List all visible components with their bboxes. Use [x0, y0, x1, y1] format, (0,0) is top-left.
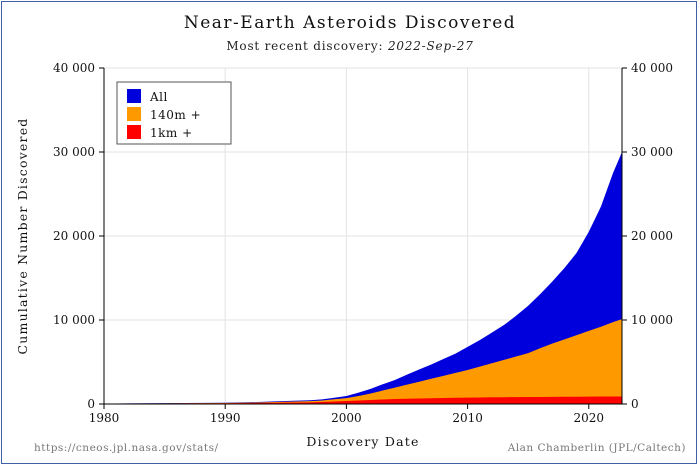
x-tick-label: 2010 — [452, 411, 483, 425]
legend-label: All — [149, 90, 168, 104]
y-tick-label-left: 0 — [87, 397, 95, 411]
y-axis-title: Cumulative Number Discovered — [15, 117, 30, 354]
chart-title: Near-Earth Asteroids Discovered — [184, 13, 516, 33]
y-tick-label-left: 40 000 — [53, 61, 95, 75]
y-tick-label-right: 40 000 — [631, 61, 673, 75]
series-area-1 — [104, 319, 622, 404]
chart-subtitle: Most recent discovery: 2022-Sep-27 — [226, 39, 473, 53]
y-tick-label-right: 10 000 — [631, 313, 673, 327]
x-tick-label: 1990 — [210, 411, 241, 425]
series-area-0 — [104, 152, 622, 404]
x-axis-title: Discovery Date — [306, 434, 419, 449]
y-tick-label-right: 0 — [631, 397, 639, 411]
y-tick-label-left: 30 000 — [53, 145, 95, 159]
subtitle-prefix: Most recent discovery: — [226, 39, 388, 53]
series-area-2 — [104, 396, 622, 404]
footer-credit: Alan Chamberlin (JPL/Caltech) — [507, 442, 686, 454]
data-areas — [104, 152, 622, 404]
legend-label: 1km + — [150, 126, 193, 140]
tick-marks: 1980 1990 2000 2010 2020 0 0 10 000 10 000 20 000… — [53, 61, 673, 425]
y-tick-label-left: 20 000 — [53, 229, 95, 243]
y-tick-label-right: 30 000 — [631, 145, 673, 159]
x-tick-label: 1980 — [89, 411, 120, 425]
y-tick-label-left: 10 000 — [53, 313, 95, 327]
y-tick-label-right: 20 000 — [631, 229, 673, 243]
footer-source-url: https://cneos.jpl.nasa.gov/stats/ — [34, 442, 219, 454]
legend-swatch — [127, 89, 141, 103]
legend-label: 140m + — [150, 108, 201, 122]
legend: All 140m + 1km + — [116, 81, 232, 145]
legend-swatch — [127, 107, 141, 121]
x-tick-label: 2000 — [331, 411, 362, 425]
legend-swatch — [127, 125, 141, 139]
x-tick-label: 2020 — [574, 411, 605, 425]
subtitle-date: 2022-Sep-27 — [387, 39, 474, 53]
